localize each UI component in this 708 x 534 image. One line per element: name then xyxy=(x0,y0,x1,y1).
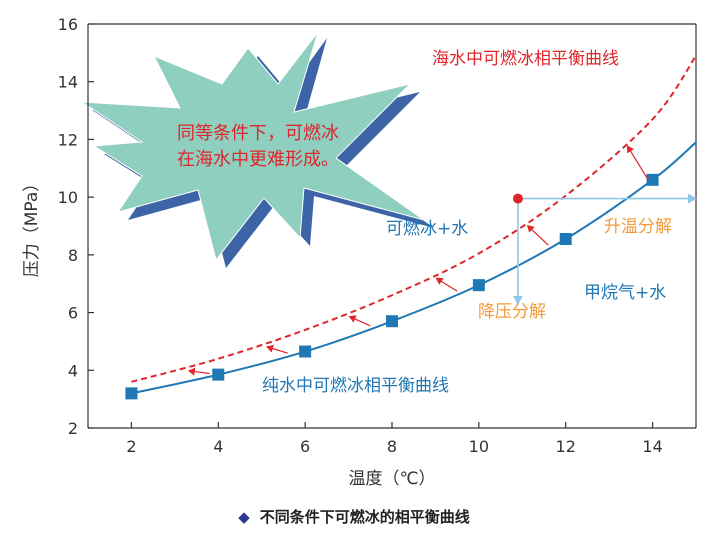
pure-water-marker xyxy=(559,232,572,245)
callout-text-line2: 在海水中更难形成。 xyxy=(177,149,339,170)
x-ticks: 2 4 6 8 10 12 14 xyxy=(126,422,663,456)
y-tick-label: 14 xyxy=(58,73,78,92)
x-tick-label: 6 xyxy=(300,437,310,456)
pure-water-marker xyxy=(125,387,138,400)
pure-water-marker xyxy=(212,368,225,381)
x-tick-label: 14 xyxy=(642,437,662,456)
pure-water-marker xyxy=(472,279,485,292)
pressure-decomp-label: 降压分解 xyxy=(478,302,546,322)
pure-water-marker xyxy=(299,345,312,358)
y-tick-label: 4 xyxy=(68,361,78,380)
x-tick-label: 2 xyxy=(126,437,136,456)
phase-equilibrium-chart: 同等条件下，可燃冰 在海水中更难形成。 2 4 6 8 10 12 14 2 4 6 8 10 12 1… xyxy=(22,15,697,489)
pure-water-marker xyxy=(386,315,398,328)
pure-water-marker xyxy=(646,173,659,186)
shift-arrows xyxy=(187,145,649,376)
y-tick-label: 6 xyxy=(68,304,78,323)
shift-arrow xyxy=(266,344,288,354)
pure-water-markers xyxy=(125,173,659,400)
x-tick-label: 8 xyxy=(387,437,397,456)
x-tick-label: 4 xyxy=(213,437,223,456)
x-tick-label: 10 xyxy=(469,437,489,456)
sea-curve-label: 海水中可燃冰相平衡曲线 xyxy=(432,49,619,69)
y-tick-label: 8 xyxy=(68,246,78,265)
callout-text-line1: 同等条件下，可燃冰 xyxy=(177,123,339,144)
shift-arrow xyxy=(435,277,458,292)
y-tick-label: 10 xyxy=(58,188,78,207)
x-axis-label: 温度（℃） xyxy=(348,469,435,489)
state-point xyxy=(512,193,523,204)
state-point-group xyxy=(512,193,697,305)
callout-burst: 同等条件下，可燃冰 在海水中更难形成。 xyxy=(80,31,434,268)
pure-curve-label: 纯水中可燃冰相平衡曲线 xyxy=(262,376,449,396)
shift-arrow xyxy=(187,367,210,376)
figure-caption: ◆ 不同条件下可燃冰的相平衡曲线 xyxy=(0,506,708,527)
region-hydrate-label: 可燃冰+水 xyxy=(386,219,468,239)
shift-arrow xyxy=(526,224,549,246)
region-gas-label: 甲烷气+水 xyxy=(584,283,666,303)
caption-text: 不同条件下可燃冰的相平衡曲线 xyxy=(259,508,470,526)
sea-water-curve xyxy=(131,55,697,383)
y-ticks: 2 4 6 8 10 12 14 16 xyxy=(58,15,94,438)
caption-diamond-icon: ◆ xyxy=(238,508,250,526)
y-tick-label: 2 xyxy=(68,419,78,438)
y-tick-label: 12 xyxy=(58,130,78,149)
shift-arrow xyxy=(626,145,649,181)
shift-arrow xyxy=(348,315,371,327)
x-tick-label: 12 xyxy=(556,437,576,456)
y-tick-label: 16 xyxy=(58,15,78,34)
pure-water-curve xyxy=(131,141,697,395)
heat-decomp-label: 升温分解 xyxy=(604,217,672,237)
callout-burst-fill xyxy=(80,31,425,262)
y-axis-label: 压力（MPa） xyxy=(22,175,42,278)
